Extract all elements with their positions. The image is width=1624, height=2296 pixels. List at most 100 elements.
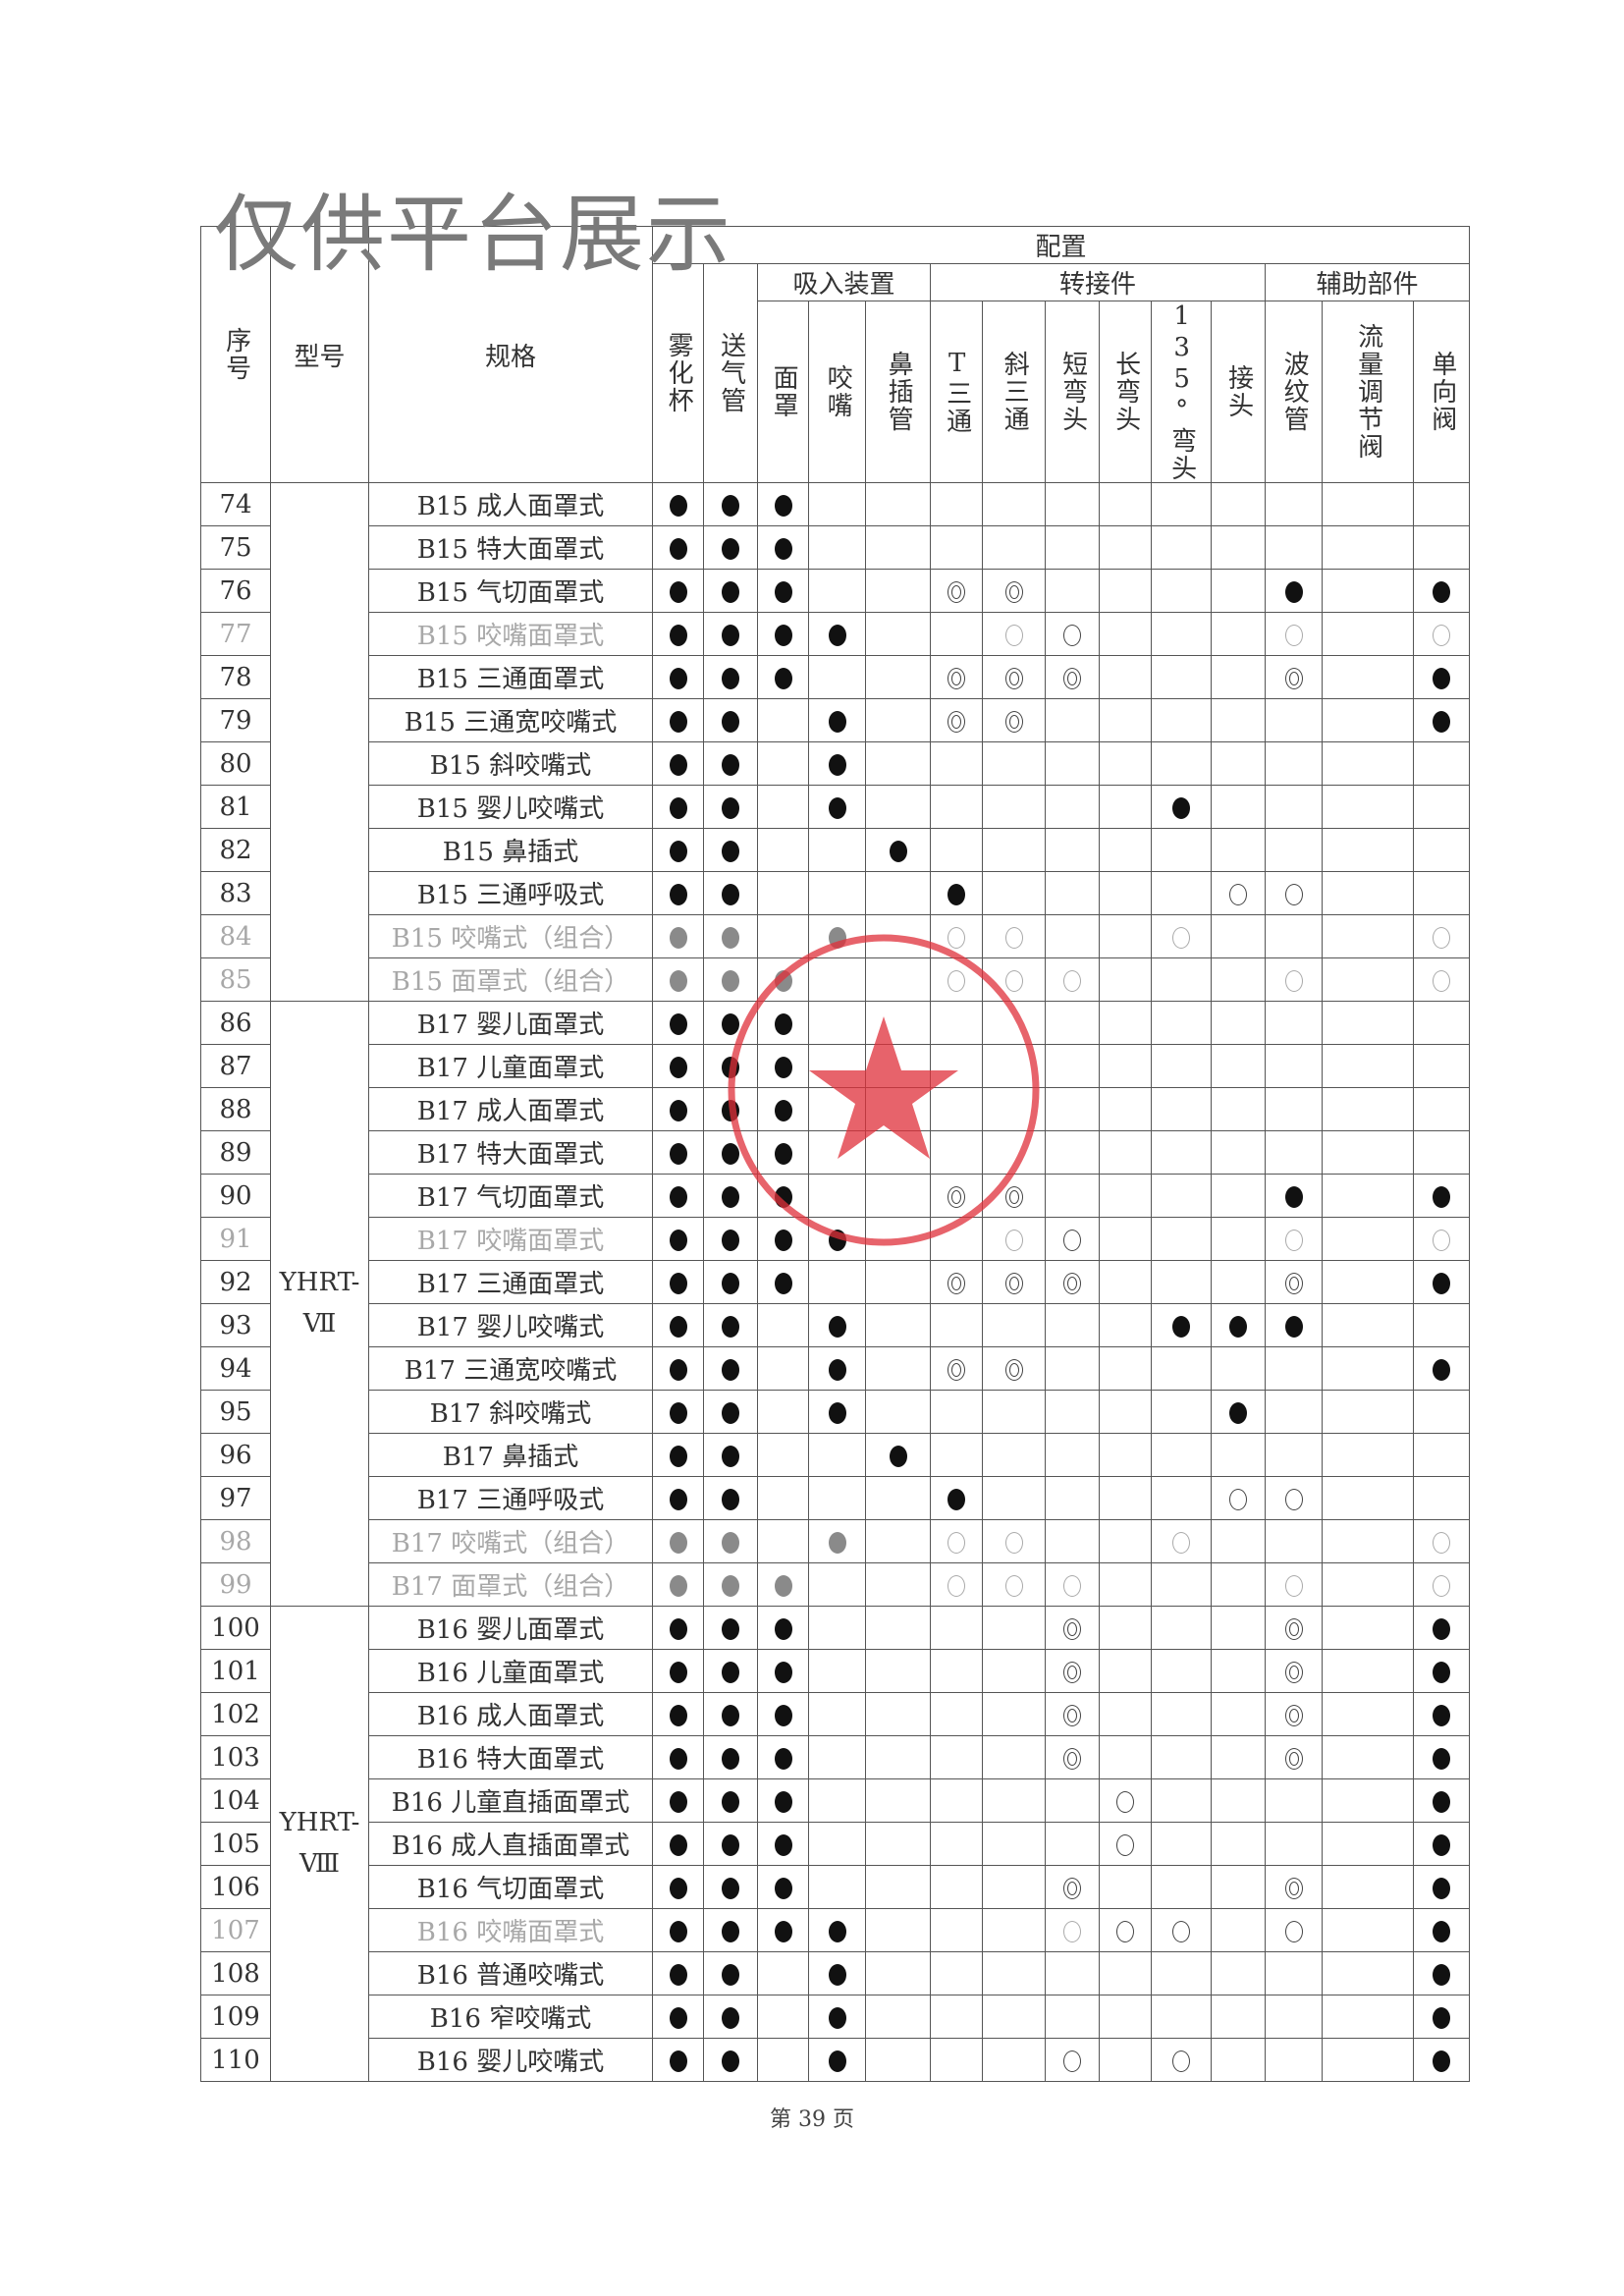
config-cell: [1151, 1692, 1212, 1736]
filled-circle-icon: [1433, 1963, 1451, 1986]
header-config: 配置: [651, 226, 1471, 264]
row-number: 98: [200, 1519, 271, 1563]
filled-circle-icon: [1433, 1272, 1451, 1294]
config-cell: [757, 957, 809, 1002]
filled-circle-icon: [669, 1272, 687, 1294]
config-cell: [1265, 1692, 1323, 1736]
config-cell: [757, 1562, 809, 1607]
config-cell: [652, 569, 704, 613]
config-cell: [757, 1476, 809, 1520]
config-cell: [982, 569, 1046, 613]
config-cell: [808, 2038, 866, 2082]
config-cell: [1412, 1476, 1471, 1520]
open-circle-icon: [1229, 1488, 1247, 1510]
table-row: 88 B17 成人面罩式: [200, 1087, 1471, 1131]
filled-circle-icon: [1433, 1747, 1451, 1770]
table-row: 104 B16 儿童直插面罩式: [200, 1778, 1471, 1823]
config-cell: [757, 569, 809, 613]
config-cell: [1322, 1822, 1414, 1866]
config-cell: [652, 957, 704, 1002]
filled-circle-icon: [774, 1272, 792, 1294]
config-cell: [930, 1606, 983, 1650]
config-cell: [703, 482, 758, 526]
config-cell: [757, 1260, 809, 1304]
config-cell: [1412, 655, 1471, 699]
double-circle-icon: [1004, 1185, 1023, 1208]
config-cell: [757, 1087, 809, 1131]
config-cell: [982, 1951, 1046, 1995]
double-circle-icon: [947, 1272, 965, 1294]
config-cell: [1211, 1778, 1266, 1823]
config-cell: [808, 1174, 866, 1218]
config-cell: [865, 1476, 931, 1520]
config-cell: [982, 1476, 1046, 1520]
table-row: 101 B16 儿童面罩式: [200, 1649, 1471, 1693]
config-cell: [1265, 1044, 1323, 1088]
row-number: 74: [200, 482, 271, 526]
filled-circle-icon: [1433, 2050, 1451, 2072]
filled-circle-icon: [722, 1574, 739, 1597]
config-cell: [930, 1001, 983, 1045]
config-cell: [808, 1778, 866, 1823]
row-number: 99: [200, 1562, 271, 1607]
config-cell: [703, 1260, 758, 1304]
config-cell: [757, 828, 809, 872]
config-cell: [1099, 482, 1152, 526]
header-model: 型号: [270, 226, 369, 483]
config-cell: [1412, 741, 1471, 786]
config-cell: [982, 1735, 1046, 1779]
config-cell: [1265, 612, 1323, 656]
filled-circle-icon: [722, 1920, 739, 1942]
config-cell: [757, 1778, 809, 1823]
config-cell: [652, 1519, 704, 1563]
config-cell: [930, 1995, 983, 2039]
config-cell: [1099, 612, 1152, 656]
config-cell: [1099, 1346, 1152, 1391]
filled-circle-icon: [669, 1401, 687, 1424]
config-cell: [1099, 1087, 1152, 1131]
config-cell: [865, 1908, 931, 1952]
filled-circle-icon: [669, 1747, 687, 1770]
double-circle-icon: [1004, 667, 1023, 689]
config-cell: [1151, 828, 1212, 872]
header-column-11: 单向阀: [1412, 301, 1471, 483]
config-cell: [703, 1778, 758, 1823]
config-cell: [757, 1606, 809, 1650]
config-cell: [808, 828, 866, 872]
config-cell: [930, 1087, 983, 1131]
config-cell: [930, 1735, 983, 1779]
filled-circle-icon: [722, 667, 739, 689]
filled-circle-icon: [722, 1790, 739, 1813]
double-circle-icon: [1063, 1617, 1081, 1640]
config-cell: [1265, 1433, 1323, 1477]
row-number: 110: [200, 2038, 271, 2082]
spec-name: B15 三通宽咬嘴式: [368, 698, 653, 742]
config-cell: [757, 1303, 809, 1347]
config-cell: [982, 1995, 1046, 2039]
table-row: 79 B15 三通宽咬嘴式: [200, 698, 1471, 742]
config-cell: [1211, 1044, 1266, 1088]
config-cell: [808, 482, 866, 526]
config-cell: [808, 1649, 866, 1693]
config-cell: [652, 828, 704, 872]
config-cell: [1412, 612, 1471, 656]
double-circle-icon: [1063, 667, 1081, 689]
config-cell: [1211, 1260, 1266, 1304]
config-cell: [1211, 1908, 1266, 1952]
filled-circle-icon: [774, 1704, 792, 1726]
double-circle-icon: [1284, 1661, 1303, 1683]
config-cell: [1151, 1995, 1212, 2039]
config-cell: [703, 1908, 758, 1952]
config-cell: [865, 1562, 931, 1607]
config-cell: [982, 1692, 1046, 1736]
config-cell: [1151, 1390, 1212, 1434]
filled-circle-icon: [722, 624, 739, 646]
config-cell: [757, 1692, 809, 1736]
config-cell: [1151, 569, 1212, 613]
row-number: 100: [200, 1606, 271, 1650]
config-cell: [1211, 1130, 1266, 1175]
config-cell: [1151, 1865, 1212, 1909]
filled-circle-icon: [828, 796, 846, 819]
config-cell: [1045, 1087, 1100, 1131]
config-cell: [1151, 1649, 1212, 1693]
